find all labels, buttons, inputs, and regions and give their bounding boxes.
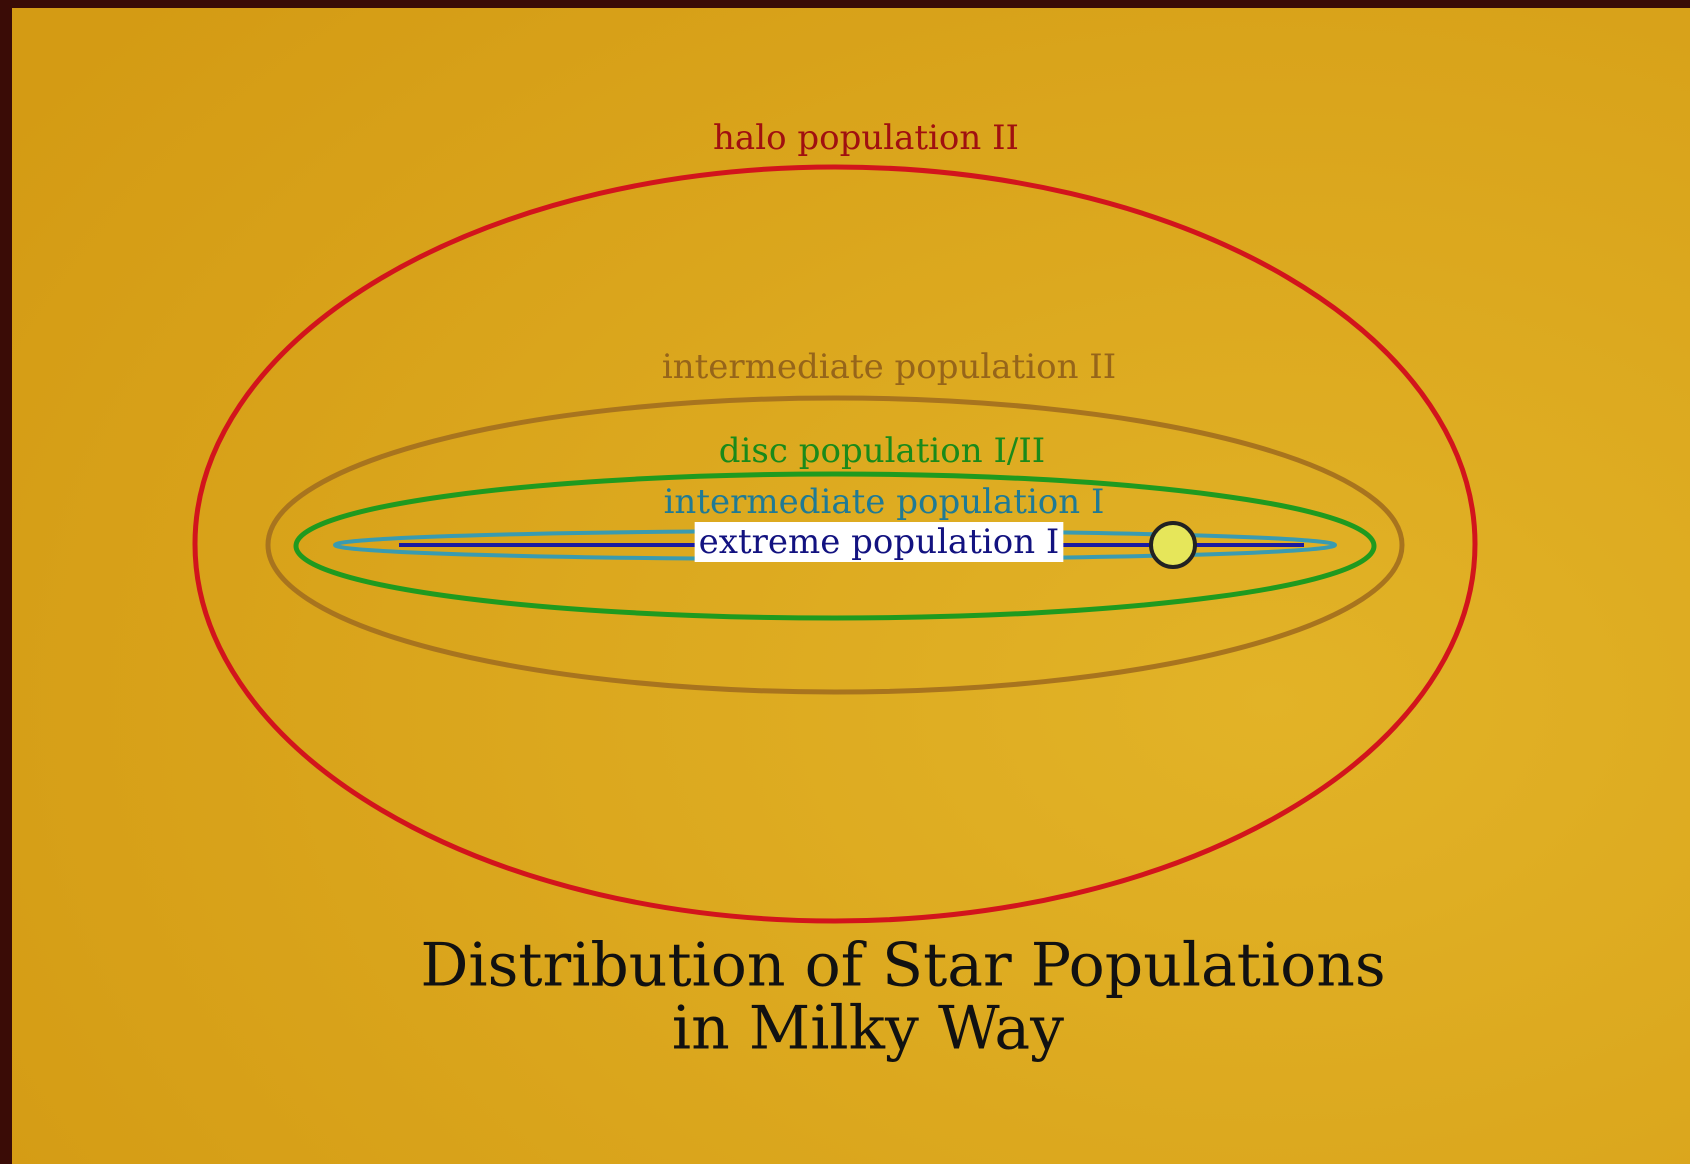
title-line-2: in Milky Way — [672, 994, 1064, 1064]
intermediate-i-label: intermediate population I — [664, 482, 1105, 522]
label-background — [694, 522, 1064, 562]
disc-ellipse — [293, 471, 1377, 621]
halo-label: halo population II — [713, 118, 1019, 158]
intermediate-ii-label: intermediate population II — [662, 347, 1116, 387]
intermediate-ii-ellipse — [265, 395, 1405, 695]
disc-label: disc population I/II — [719, 431, 1045, 471]
halo-ellipse — [192, 164, 1478, 924]
title-line-1: Distribution of Star Populations — [420, 931, 1385, 1001]
sun-marker — [1149, 521, 1197, 569]
extreme-label: extreme population I — [699, 522, 1060, 562]
